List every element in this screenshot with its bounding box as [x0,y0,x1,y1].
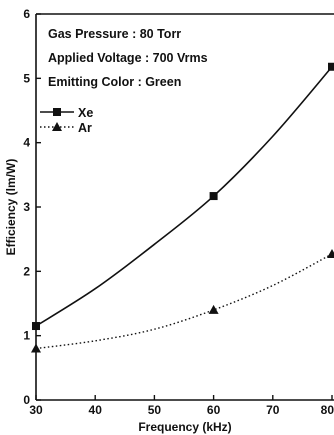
series-xe-point-30 [32,322,40,331]
y-tick-label-2: 2 [23,264,30,278]
annotation-emitting-color: Emitting Color : Green [48,75,181,89]
annotation-applied-voltage: Applied Voltage : 700 Vrms [48,51,208,65]
legend-xe-marker [53,108,61,116]
series-xe-point-80 [328,62,334,71]
series-ar-line [35,253,333,350]
y-tick-label-3: 3 [23,200,30,214]
series-ar-point-80 [327,248,334,258]
y-tick-label-6: 6 [23,7,30,21]
legend-ar-label: Ar [78,121,92,135]
x-tick-label-80: 80 [321,403,334,417]
legend-ar-marker [52,122,62,131]
legend-xe-label: Xe [78,106,93,120]
series-layer [31,62,334,353]
y-tick-label-1: 1 [23,329,30,343]
series-ar-point-60 [208,304,219,314]
x-ticks: 30 40 50 60 70 80 [29,395,334,417]
x-tick-label-30: 30 [29,403,43,417]
x-tick-label-50: 50 [148,403,162,417]
series-xe-point-60 [209,192,218,201]
y-tick-label-4: 4 [23,136,30,150]
series-ar-point-30 [31,343,41,353]
y-tick-label-5: 5 [23,71,30,85]
y-tick-label-0: 0 [23,393,30,407]
x-axis-title: Frequency (kHz) [138,420,231,434]
x-tick-label-70: 70 [266,403,280,417]
x-tick-label-60: 60 [207,403,221,417]
series-xe-line [35,66,333,327]
y-ticks: 0 1 2 3 4 5 6 [23,7,41,407]
x-tick-label-40: 40 [89,403,103,417]
annotation-gas-pressure: Gas Pressure : 80 Torr [48,27,181,41]
y-axis-title: Efficiency (lm/W) [4,159,18,256]
legend: Xe Ar [40,106,93,135]
